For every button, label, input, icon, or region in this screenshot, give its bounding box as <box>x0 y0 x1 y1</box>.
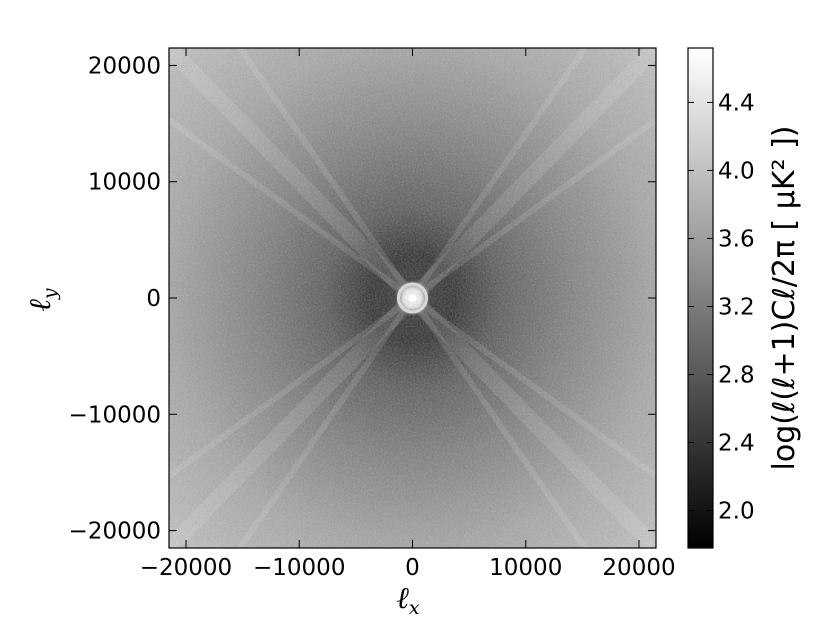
x-tick-label: −10000 <box>253 555 345 581</box>
colorbar-label: log(ℓ(ℓ+1)Cℓ/2π [ μK² ]) <box>767 126 802 471</box>
y-tick-label: −10000 <box>69 402 161 428</box>
y-ticks: −20000 −10000 0 10000 20000 <box>69 53 656 545</box>
colorbar <box>687 47 714 549</box>
heatmap-center-ring <box>397 282 428 314</box>
colorbar-tick-label: 2.8 <box>718 363 755 389</box>
colorbar-ticks: 2.0 2.4 2.8 3.2 3.6 4.0 4.4 <box>688 90 755 525</box>
y-axis-label: ℓy <box>23 288 61 312</box>
colorbar-tick-label: 2.0 <box>718 499 755 525</box>
x-tick-label: −20000 <box>140 555 232 581</box>
heatmap-center-peak <box>408 294 417 302</box>
y-tick-label: 10000 <box>88 170 161 196</box>
colorbar-tick-label: 4.4 <box>718 90 755 116</box>
colorbar-tick-label: 2.4 <box>718 431 755 457</box>
colorbar-tick-label: 3.6 <box>718 226 755 252</box>
x-tick-label: 20000 <box>602 555 675 581</box>
x-axis-label: ℓx <box>396 581 420 619</box>
x-ticks: −20000 −10000 0 10000 20000 <box>140 48 676 581</box>
colorbar-tick-label: 4.0 <box>718 158 755 184</box>
x-tick-label: 10000 <box>489 555 562 581</box>
colorbar-tick-label: 3.2 <box>718 295 755 321</box>
y-tick-label: −20000 <box>69 519 161 545</box>
y-tick-label: 0 <box>146 286 161 312</box>
heatmap-image <box>169 48 656 548</box>
x-tick-label: 0 <box>405 555 420 581</box>
y-tick-label: 20000 <box>88 53 161 79</box>
